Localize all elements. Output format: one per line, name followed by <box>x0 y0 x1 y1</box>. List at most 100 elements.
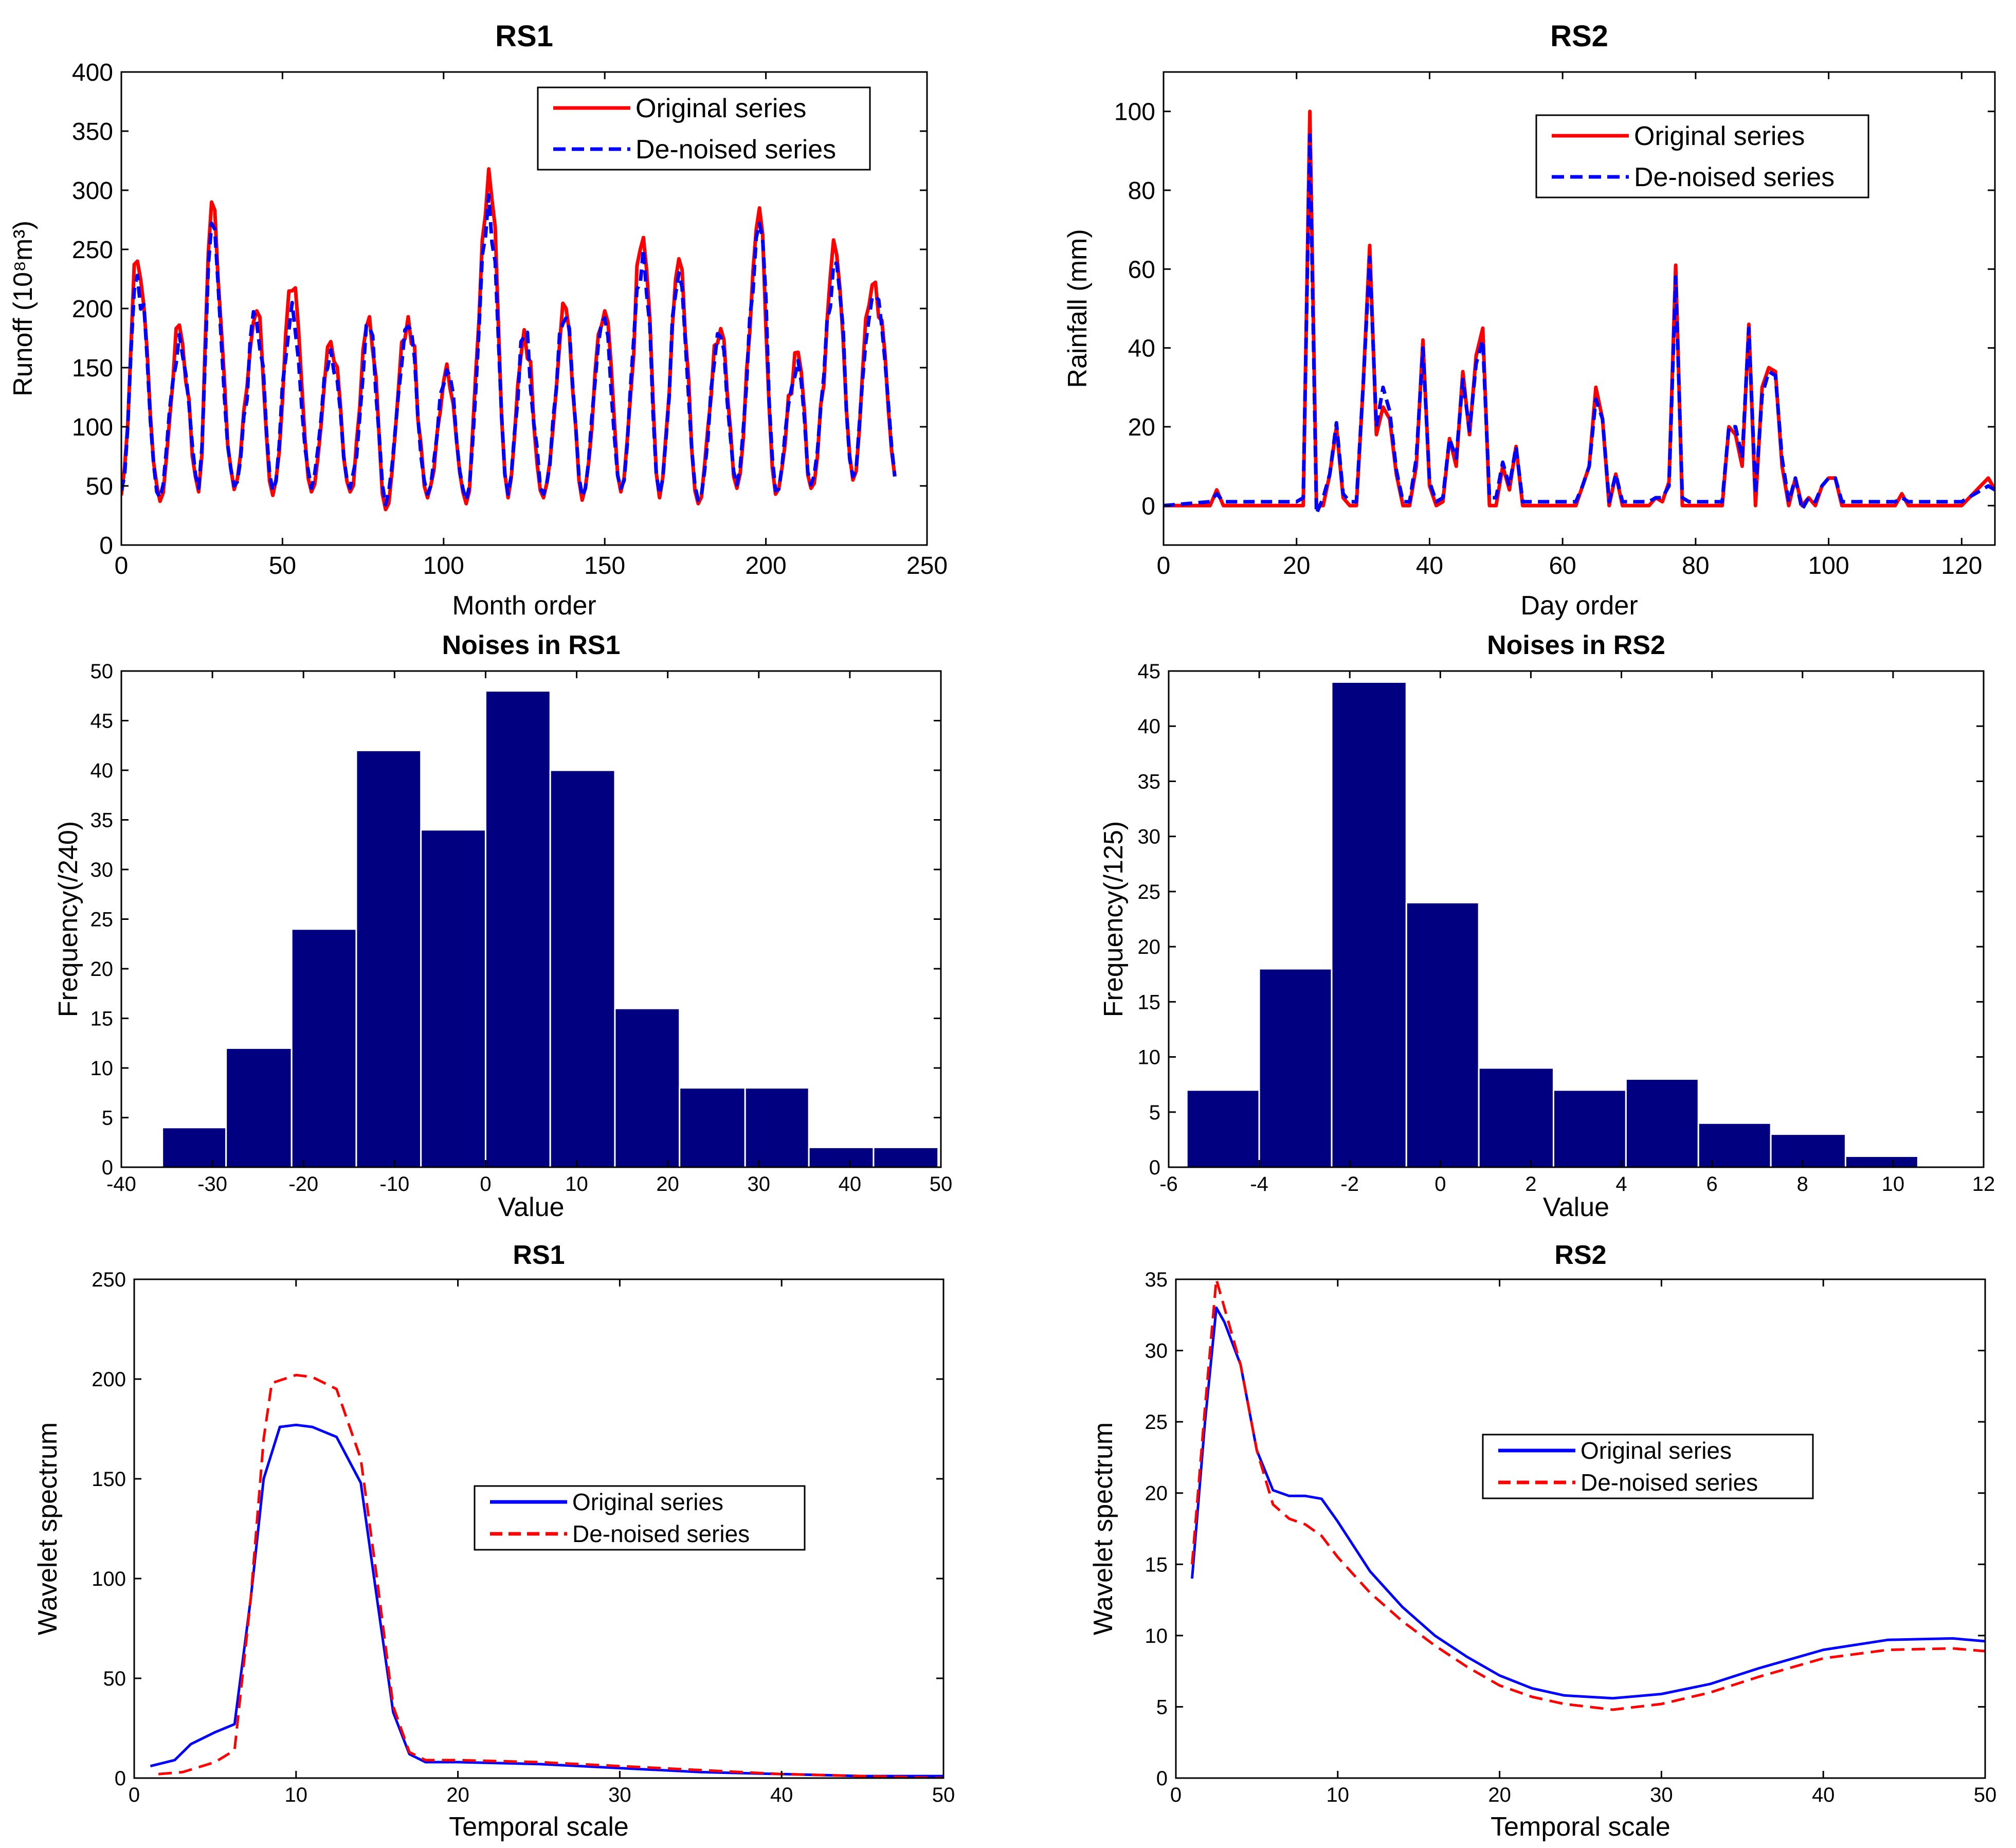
x-tick-label: 60 <box>1549 552 1576 579</box>
histogram-bar <box>1331 681 1407 1167</box>
x-tick-label: 20 <box>656 1173 679 1195</box>
y-tick-label: 40 <box>1128 335 1155 363</box>
y-tick-label: 0 <box>1141 493 1155 520</box>
series-line <box>121 193 897 507</box>
x-tick-label: 30 <box>1650 1784 1673 1806</box>
legend-label: Original series <box>572 1489 723 1515</box>
y-tick-label: 400 <box>72 59 113 86</box>
y-tick-label: 20 <box>1138 936 1161 958</box>
histogram-bar <box>1186 1089 1260 1167</box>
histogram-bar <box>873 1146 939 1167</box>
y-tick-label: 100 <box>72 414 113 441</box>
plot-area <box>1186 681 1919 1167</box>
y-tick-label: 50 <box>90 660 114 683</box>
axes-box <box>1175 1278 1986 1779</box>
x-axis-label: Temporal scale <box>449 1812 629 1842</box>
x-tick-label: 0 <box>1434 1173 1446 1195</box>
y-tick-label: 35 <box>90 809 114 832</box>
y-tick-label: 0 <box>102 1156 113 1179</box>
y-tick-label: 25 <box>1138 881 1161 903</box>
y-tick-label: 35 <box>1145 1269 1168 1291</box>
x-tick-label: 20 <box>1488 1784 1511 1806</box>
y-tick-label: 0 <box>1156 1767 1168 1790</box>
panel-rs2-wavelet-spectrum: RS2 0 10 20 30 40 50 0 5 10 15 20 25 30 35 Temporal sca… <box>1088 1240 1996 1842</box>
y-axis-label: Frequency(/240) <box>53 821 83 1018</box>
x-tick-label: -30 <box>197 1173 227 1195</box>
y-tick-label: 30 <box>90 859 114 881</box>
series-line <box>150 1423 943 1778</box>
histogram-bar <box>1697 1122 1772 1167</box>
x-tick-label: 10 <box>1882 1173 1905 1195</box>
y-tick-label: 10 <box>90 1057 114 1080</box>
y-tick-label: 100 <box>92 1568 126 1590</box>
plot-area <box>121 167 897 512</box>
plot-area <box>1191 1279 1985 1711</box>
x-tick-label: 150 <box>584 552 625 579</box>
x-tick-label: -10 <box>379 1173 409 1195</box>
y-tick-label: 30 <box>1145 1340 1168 1363</box>
y-axis-label: Rainfall (mm) <box>1063 229 1093 388</box>
x-axis-label: Month order <box>452 591 596 621</box>
legend: Original series De-noised series <box>1535 114 1869 198</box>
y-tick-label: 50 <box>103 1668 126 1690</box>
y-tick-label: 5 <box>1149 1101 1160 1124</box>
legend-label: De-noised series <box>1581 1469 1758 1496</box>
axes-box <box>133 1278 945 1779</box>
y-tick-label: 5 <box>102 1107 113 1130</box>
legend: Original series De-noised series <box>1482 1434 1814 1499</box>
x-tick-label: 100 <box>1808 552 1849 579</box>
x-tick-label: 2 <box>1525 1173 1536 1195</box>
y-tick-label: 0 <box>115 1767 126 1790</box>
x-tick-label: 0 <box>1157 552 1171 579</box>
x-tick-label: 120 <box>1941 552 1982 579</box>
axes-box <box>1163 71 1996 546</box>
y-tick-label: 300 <box>72 177 113 205</box>
y-tick-label: 30 <box>1138 826 1161 848</box>
legend-box <box>474 1485 806 1551</box>
series-line <box>1191 1306 1985 1700</box>
y-tick-label: 60 <box>1128 256 1155 283</box>
histogram-bar <box>679 1087 746 1167</box>
histogram-bar <box>161 1127 227 1167</box>
y-tick-label: 200 <box>92 1368 126 1391</box>
y-axis-label: Wavelet spectrum <box>33 1422 63 1635</box>
x-tick-label: 40 <box>770 1784 793 1806</box>
panel-title: RS2 <box>1550 20 1608 53</box>
legend-label: Original series <box>1634 121 1805 151</box>
y-tick-label: 15 <box>1145 1553 1168 1576</box>
histogram-bar <box>484 690 551 1167</box>
x-tick-label: 10 <box>565 1173 588 1195</box>
x-tick-label: 40 <box>1416 552 1443 579</box>
y-tick-label: 40 <box>1138 715 1161 738</box>
histogram-bar <box>549 769 616 1167</box>
y-tick-label: 40 <box>90 759 114 782</box>
x-tick-label: 80 <box>1682 552 1709 579</box>
y-tick-label: 150 <box>72 355 113 382</box>
legend: Original series De-noised series <box>537 86 871 171</box>
histogram-bar <box>614 1007 681 1167</box>
x-axis-label: Value <box>498 1192 564 1222</box>
x-tick-label: 200 <box>746 552 787 579</box>
y-axis-label: Frequency(/125) <box>1099 821 1129 1018</box>
y-tick-label: 45 <box>90 710 114 733</box>
histogram-bar <box>355 749 422 1167</box>
panel-title: RS1 <box>495 20 553 53</box>
legend-label: De-noised series <box>572 1520 750 1547</box>
x-tick-label: -20 <box>288 1173 318 1195</box>
plot-area <box>1164 110 1995 516</box>
histogram-bar <box>1844 1155 1919 1167</box>
y-tick-label: 20 <box>1128 414 1155 441</box>
y-axis-label: Wavelet spectrum <box>1088 1422 1118 1635</box>
panel-rs1-wavelet-spectrum: RS1 0 10 20 30 40 50 0 50 100 150 200 250 Temporal sc… <box>33 1240 955 1842</box>
y-tick-label: 150 <box>92 1468 126 1491</box>
y-tick-label: 0 <box>99 532 113 559</box>
y-tick-label: 50 <box>86 473 113 500</box>
x-tick-label: 50 <box>932 1784 955 1806</box>
y-tick-label: 20 <box>90 958 114 981</box>
x-axis-label: Day order <box>1520 591 1638 621</box>
series-line <box>158 1373 943 1778</box>
y-tick-label: 15 <box>90 1008 114 1030</box>
histogram-bar <box>1770 1133 1846 1167</box>
